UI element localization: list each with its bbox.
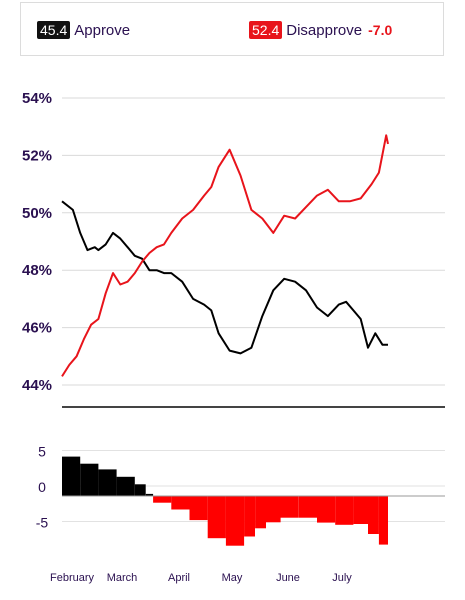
y-tick-label: 44% xyxy=(22,377,52,394)
net-bar xyxy=(368,496,379,534)
x-tick-label: February xyxy=(50,572,95,584)
y-tick-label: 46% xyxy=(22,320,52,337)
y-tick-label: 5 xyxy=(38,444,46,460)
series-line-disapprove xyxy=(61,134,389,377)
approve-value-badge: 45.4 xyxy=(37,21,71,39)
net-bar xyxy=(153,496,172,503)
legend: 45.4 Approve 52.4 Disapprove -7.0 xyxy=(20,2,444,56)
x-tick-label: April xyxy=(168,572,190,584)
y-tick-label: 50% xyxy=(22,205,52,222)
net-bar xyxy=(298,496,317,518)
net-bar xyxy=(225,496,245,546)
legend-approve: 45.4 Approve xyxy=(37,21,130,39)
net-bar xyxy=(378,496,388,545)
net-bar xyxy=(98,469,117,496)
y-tick-label: 48% xyxy=(22,262,52,279)
net-bar xyxy=(353,496,368,524)
net-bar xyxy=(244,496,255,537)
legend-disapprove: 52.4 Disapprove -7.0 xyxy=(249,21,392,39)
x-tick-label: July xyxy=(332,572,352,584)
y-tick-label: 52% xyxy=(22,147,52,164)
net-bar xyxy=(145,493,154,496)
net-bar xyxy=(255,496,266,529)
disapprove-value-badge: 52.4 xyxy=(249,21,283,39)
net-bar xyxy=(134,484,146,496)
net-value: -7.0 xyxy=(368,22,393,38)
net-bar xyxy=(189,496,208,521)
disapprove-label: Disapprove xyxy=(286,21,363,39)
approve-label: Approve xyxy=(74,21,131,39)
net-bar xyxy=(280,496,299,518)
net-bar xyxy=(116,476,135,496)
net-bar xyxy=(62,456,81,496)
net-bar xyxy=(317,496,336,523)
net-bar xyxy=(207,496,226,539)
y-tick-label: 0 xyxy=(38,479,46,495)
net-bar xyxy=(266,496,281,523)
net-bar xyxy=(335,496,354,525)
y-tick-label: 54% xyxy=(22,90,52,107)
x-tick-label: May xyxy=(222,572,243,584)
net-bar xyxy=(80,463,99,496)
net-bar xyxy=(171,496,190,510)
y-tick-label: -5 xyxy=(36,515,49,531)
series-line-approve xyxy=(61,200,388,355)
x-tick-label: June xyxy=(276,572,300,584)
x-tick-label: March xyxy=(107,572,138,584)
